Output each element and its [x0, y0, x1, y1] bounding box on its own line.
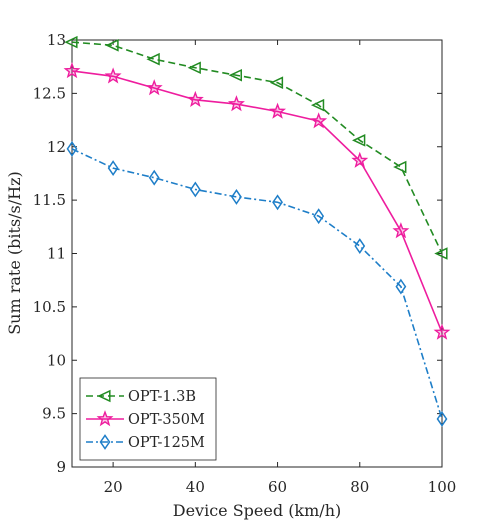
data-point-marker	[145, 79, 163, 96]
data-point-marker	[104, 67, 122, 84]
y-tick-label: 9.5	[42, 405, 66, 423]
data-point-marker	[434, 247, 448, 260]
x-axis-label: Device Speed (km/h)	[173, 501, 341, 520]
data-point-marker	[63, 62, 81, 79]
series-lines	[71, 41, 443, 420]
legend-label: OPT-1.3B	[128, 389, 196, 405]
data-point-marker	[66, 140, 78, 157]
data-point-marker	[99, 434, 111, 450]
data-point-marker	[97, 389, 111, 403]
data-point-marker	[351, 151, 369, 168]
data-point-marker	[64, 35, 78, 49]
legend: OPT-1.3B OPT-350M OPT-125M	[79, 377, 217, 461]
data-point-marker	[395, 278, 407, 295]
y-tick-label: 12.5	[33, 84, 66, 102]
y-tick-label: 11	[47, 245, 66, 263]
data-point-marker	[269, 76, 284, 89]
legend-label: OPT-350M	[128, 412, 205, 428]
series-line	[71, 148, 443, 420]
y-tick-label: 10.5	[33, 298, 66, 316]
data-point-marker	[231, 188, 242, 205]
x-tick-label: 100	[428, 478, 457, 496]
data-point-marker	[189, 181, 201, 198]
data-point-marker	[313, 208, 325, 225]
data-point-marker	[392, 222, 410, 239]
legend-label: OPT-125M	[128, 435, 205, 451]
y-tick-label: 13	[47, 31, 66, 49]
data-point-marker	[310, 112, 328, 129]
data-point-marker	[186, 90, 204, 107]
y-tick-label: 12	[47, 138, 66, 156]
y-tick-label: 9	[56, 458, 66, 476]
x-tick-label: 80	[350, 478, 369, 496]
series-line	[71, 41, 443, 254]
data-point-marker	[228, 68, 242, 82]
data-point-marker	[269, 102, 287, 119]
x-tick-label: 60	[268, 478, 287, 496]
data-point-marker	[272, 194, 283, 211]
y-tick-label: 11.5	[33, 191, 66, 209]
data-point-marker	[148, 169, 160, 186]
data-point-marker	[105, 39, 119, 52]
data-point-marker	[227, 95, 245, 112]
y-axis-label: Sum rate (bits/s/Hz)	[5, 171, 24, 335]
x-tick-label: 40	[186, 478, 205, 496]
data-point-marker	[436, 411, 448, 427]
data-point-marker	[107, 160, 119, 177]
data-point-marker	[433, 323, 451, 340]
data-point-marker	[310, 98, 325, 112]
data-point-marker	[187, 61, 201, 75]
series-markers	[63, 35, 451, 427]
x-tick-label: 20	[104, 478, 123, 496]
data-point-marker	[96, 410, 114, 427]
data-point-marker	[354, 238, 366, 254]
axis-ticks: 20 40 60 80 100 9 9.5 10 10.5 11 11.5 12 12.5 13	[33, 31, 457, 496]
data-point-marker	[146, 52, 160, 66]
y-tick-label: 10	[47, 351, 66, 369]
series-line	[71, 70, 443, 333]
data-point-marker	[352, 134, 366, 147]
data-point-marker	[393, 160, 407, 174]
